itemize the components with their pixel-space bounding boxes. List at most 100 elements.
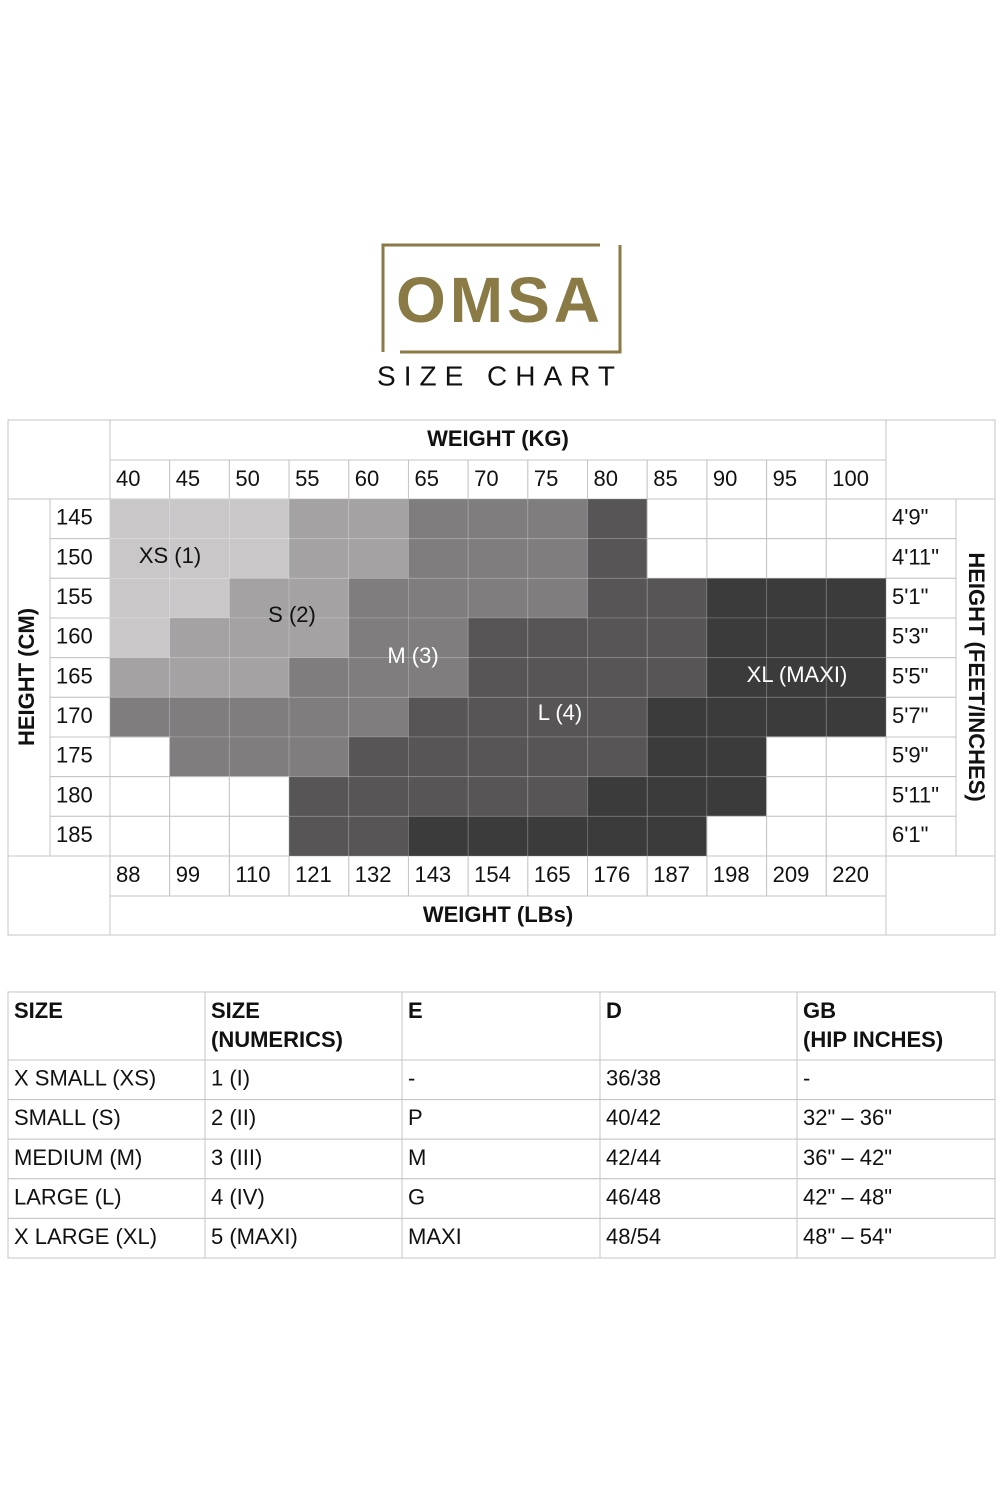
cell-text: LARGE (L) bbox=[14, 1184, 122, 1209]
size-cell bbox=[706, 696, 768, 738]
cell-text: 46/48 bbox=[606, 1184, 661, 1209]
cell-border bbox=[885, 617, 957, 659]
size-cell bbox=[527, 736, 589, 778]
size-cell bbox=[407, 538, 469, 579]
header-text: D bbox=[606, 998, 622, 1023]
size-cell bbox=[288, 696, 350, 738]
weight-lbs: 165 bbox=[534, 862, 571, 887]
cell-border bbox=[49, 776, 111, 817]
cell-border bbox=[288, 855, 350, 897]
weight-kg: 65 bbox=[414, 466, 438, 491]
size-cell bbox=[348, 538, 409, 579]
size-cell bbox=[646, 736, 708, 778]
table-cell bbox=[401, 1138, 601, 1180]
cell-border bbox=[587, 855, 648, 897]
cell-text: X LARGE (XL) bbox=[14, 1224, 157, 1249]
cell-text: 42" – 48" bbox=[803, 1184, 892, 1209]
size-cell bbox=[169, 657, 230, 698]
cell-border bbox=[706, 855, 768, 897]
size-cell bbox=[527, 538, 589, 579]
size-cell bbox=[587, 657, 648, 698]
cell-border bbox=[885, 419, 996, 500]
size-cell bbox=[527, 696, 589, 738]
weight-lbs: 209 bbox=[773, 862, 810, 887]
size-cell bbox=[825, 776, 887, 817]
size-cell bbox=[766, 696, 827, 738]
weight-kg: 50 bbox=[235, 466, 259, 491]
size-cell bbox=[766, 498, 827, 540]
cell-border bbox=[49, 617, 111, 659]
cell-border bbox=[348, 855, 409, 897]
size-cell bbox=[527, 577, 589, 619]
height-cm-label: HEIGHT (CM) bbox=[14, 608, 39, 746]
size-cell bbox=[527, 617, 589, 659]
size-cell bbox=[706, 736, 768, 778]
size-cell bbox=[467, 538, 529, 579]
size-cell bbox=[109, 617, 171, 659]
cell-border bbox=[49, 498, 111, 540]
weight-kg: 75 bbox=[534, 466, 558, 491]
weight-kg: 60 bbox=[355, 466, 379, 491]
size-cell bbox=[348, 498, 409, 540]
cell-border bbox=[646, 459, 708, 500]
height-ft: 5'5" bbox=[892, 663, 928, 688]
table-cell bbox=[796, 1099, 996, 1140]
size-cell bbox=[288, 498, 350, 540]
weight-kg: 100 bbox=[832, 466, 869, 491]
cell-text: G bbox=[408, 1184, 425, 1209]
table-cell bbox=[401, 1178, 601, 1219]
cell-text: - bbox=[408, 1066, 415, 1091]
size-cell bbox=[169, 577, 230, 619]
height-cm: 150 bbox=[56, 544, 93, 569]
size-cell bbox=[527, 815, 589, 857]
size-cell bbox=[407, 815, 469, 857]
size-cell bbox=[587, 696, 648, 738]
size-cell bbox=[646, 617, 708, 659]
size-cell bbox=[407, 696, 469, 738]
cell-border bbox=[885, 815, 957, 857]
size-cell bbox=[646, 498, 708, 540]
size-cell bbox=[825, 617, 887, 659]
weight-lbs: 99 bbox=[176, 862, 200, 887]
page-title: SIZE CHART bbox=[377, 360, 623, 391]
size-cell bbox=[467, 617, 529, 659]
height-cm: 165 bbox=[56, 663, 93, 688]
header-cell bbox=[401, 991, 601, 1061]
cell-text: 4 (IV) bbox=[211, 1184, 265, 1209]
size-cell bbox=[109, 815, 171, 857]
table-cell bbox=[796, 1059, 996, 1101]
cell-border bbox=[49, 815, 111, 857]
size-cell bbox=[587, 617, 648, 659]
size-cell bbox=[706, 617, 768, 659]
height-ft: 4'9" bbox=[892, 505, 928, 530]
weight-kg: 45 bbox=[176, 466, 200, 491]
height-ft: 5'1" bbox=[892, 584, 928, 609]
table-cell bbox=[204, 1217, 403, 1259]
cell-border bbox=[885, 538, 957, 579]
cell-border bbox=[885, 657, 957, 698]
size-cell bbox=[228, 776, 290, 817]
weight-lbs: 132 bbox=[355, 862, 392, 887]
size-cell bbox=[825, 815, 887, 857]
height-cm: 185 bbox=[56, 822, 93, 847]
zone-label: M (3) bbox=[387, 643, 438, 668]
cell-text: 2 (II) bbox=[211, 1105, 256, 1130]
size-cell bbox=[527, 776, 589, 817]
height-cm: 170 bbox=[56, 703, 93, 728]
size-cell bbox=[825, 657, 887, 698]
cell-border bbox=[49, 538, 111, 579]
weight-kg: 90 bbox=[713, 466, 737, 491]
cell-border bbox=[169, 459, 230, 500]
weight-lbs-label: WEIGHT (LBs) bbox=[423, 902, 573, 927]
height-cm: 145 bbox=[56, 505, 93, 530]
size-cell bbox=[766, 617, 827, 659]
weight-kg: 95 bbox=[773, 466, 797, 491]
size-cell bbox=[527, 657, 589, 698]
cell-border bbox=[109, 419, 887, 461]
height-ft: 5'3" bbox=[892, 624, 928, 649]
header-text: GB bbox=[803, 998, 836, 1023]
size-cell bbox=[109, 696, 171, 738]
height-ft: 5'9" bbox=[892, 743, 928, 768]
size-cell bbox=[169, 776, 230, 817]
header-cell bbox=[796, 991, 996, 1061]
